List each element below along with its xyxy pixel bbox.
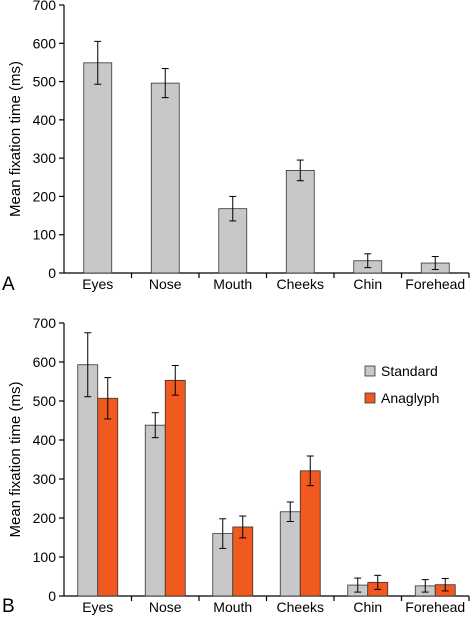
y-axis-label: Mean fixation time (ms) — [7, 61, 24, 217]
x-tick-label: Chin — [353, 599, 382, 615]
bar — [97, 397, 119, 597]
bar — [144, 424, 166, 597]
y-tick-label: 100 — [33, 227, 57, 243]
bar — [285, 169, 315, 274]
y-tick-label: 0 — [48, 265, 56, 281]
x-tick-label: Mouth — [213, 276, 252, 292]
x-tick-label: Nose — [149, 599, 182, 615]
x-tick-label: Cheeks — [277, 599, 324, 615]
y-tick-label: 200 — [33, 188, 57, 204]
x-tick-label: Eyes — [82, 276, 113, 292]
y-tick-label: 600 — [33, 354, 57, 370]
x-tick-label: Mouth — [213, 599, 252, 615]
y-tick-label: 600 — [33, 35, 57, 51]
panel-a: 0 100 200 300 400 500 600 700 Mean fixation time… — [2, 0, 470, 295]
x-tick-label: Eyes — [82, 599, 113, 615]
panel-label: B — [2, 596, 15, 617]
bar — [299, 470, 321, 597]
x-tick-label: Forehead — [405, 599, 465, 615]
legend-swatch — [364, 365, 376, 377]
y-tick-label: 500 — [33, 393, 57, 409]
x-tick-label: Nose — [149, 276, 182, 292]
y-tick-label: 300 — [33, 471, 57, 487]
x-tick-label: Forehead — [405, 276, 465, 292]
panel-label: A — [2, 274, 15, 295]
y-tick-label: 400 — [33, 432, 57, 448]
legend-label: Anaglyph — [381, 390, 439, 406]
y-tick-label: 500 — [33, 74, 57, 90]
y-tick-label: 700 — [33, 0, 57, 13]
bar — [77, 364, 99, 597]
y-tick-label: 0 — [48, 588, 56, 604]
legend-label: Standard — [381, 363, 438, 379]
x-tick-label: Chin — [353, 276, 382, 292]
bar — [83, 62, 113, 274]
y-tick-label: 300 — [33, 150, 57, 166]
bar — [150, 82, 180, 274]
y-tick-label: 100 — [33, 549, 57, 565]
panel-b: 0 100 200 300 400 500 600 700 Mean fixation time… — [2, 315, 470, 617]
y-tick-label: 200 — [33, 510, 57, 526]
y-tick-label: 700 — [33, 315, 57, 331]
bar — [164, 379, 186, 597]
bar — [279, 511, 301, 597]
x-tick-label: Cheeks — [277, 276, 324, 292]
legend-swatch — [364, 392, 376, 404]
y-axis-label: Mean fixation time (ms) — [7, 382, 24, 538]
y-tick-label: 400 — [33, 112, 57, 128]
